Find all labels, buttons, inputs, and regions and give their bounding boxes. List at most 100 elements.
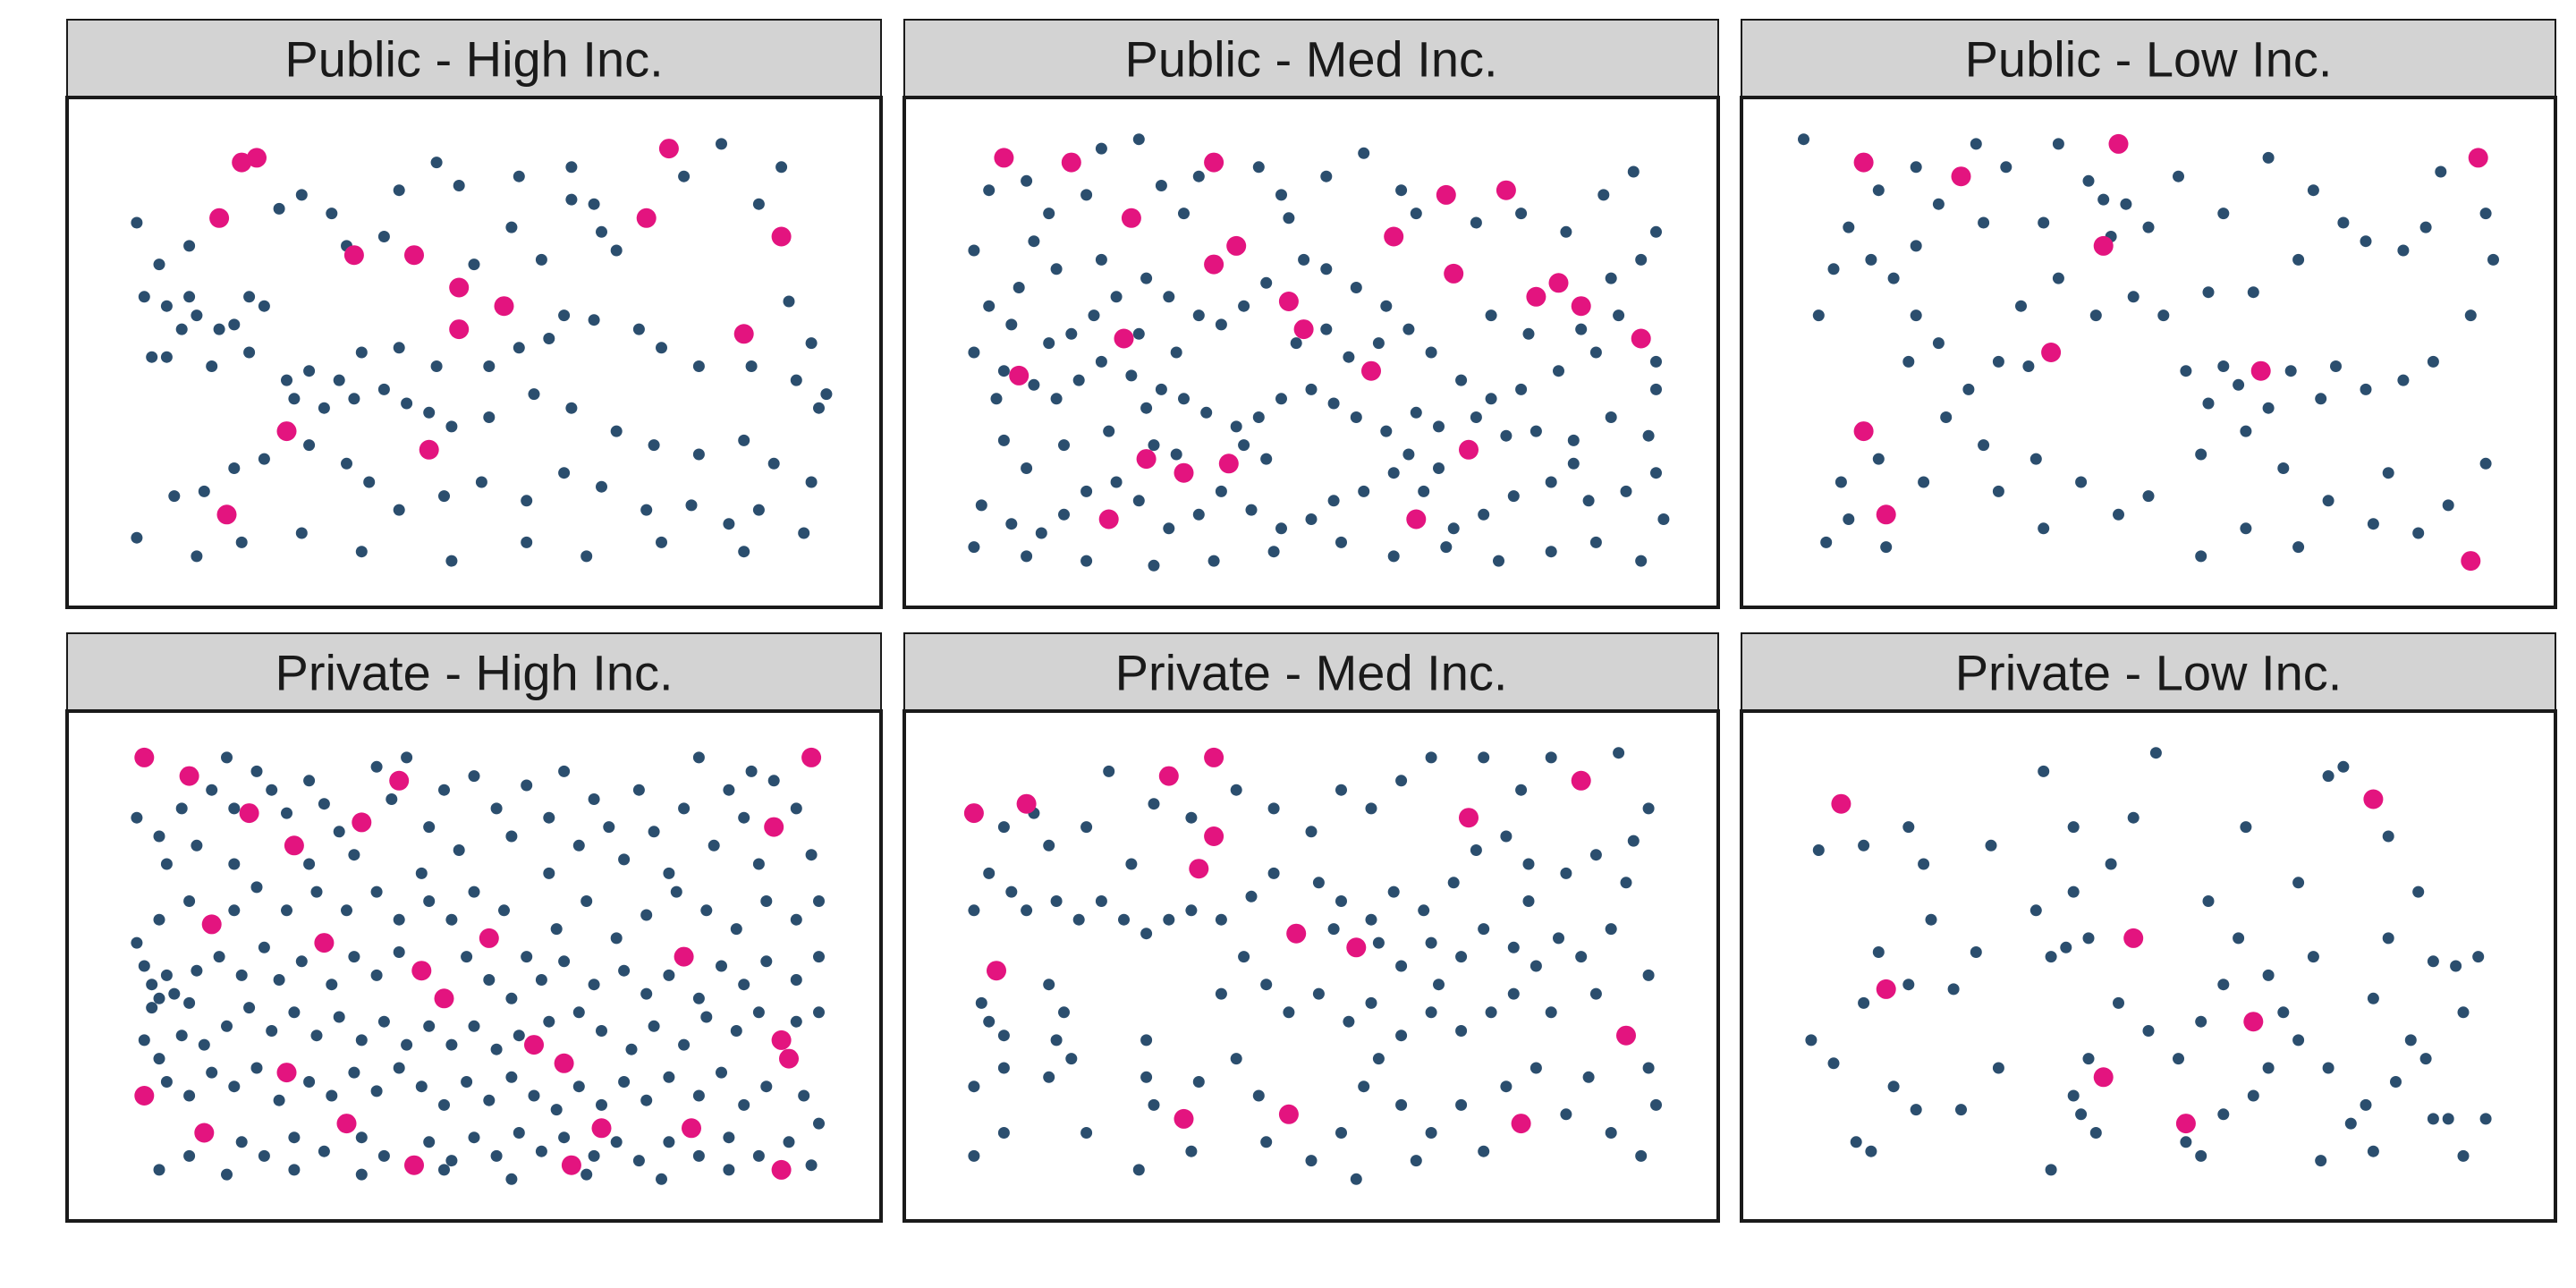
scatter-point <box>1918 476 1930 488</box>
highlighted-point <box>239 803 259 824</box>
scatter-point <box>1410 208 1422 220</box>
scatter-point <box>370 969 383 981</box>
scatter-point <box>1238 300 1250 312</box>
scatter-point <box>1597 189 1610 201</box>
scatter-point <box>1500 429 1513 442</box>
scatter-point <box>461 1076 473 1088</box>
scatter-point <box>228 462 241 474</box>
scatter-point <box>2404 1034 2417 1046</box>
scatter-point <box>1627 165 1640 178</box>
scatter-point <box>1021 904 1033 917</box>
scatter-point <box>1455 951 1468 963</box>
scatter-point <box>1283 1006 1295 1019</box>
scatter-point <box>2217 979 2230 991</box>
scatter-point <box>1215 913 1227 926</box>
scatter-point <box>2195 1149 2207 1162</box>
scatter-point <box>1058 439 1070 452</box>
scatter-point <box>1582 1071 1595 1083</box>
scatter-point <box>146 1002 158 1014</box>
scatter-point <box>1530 425 1542 437</box>
scatter-point <box>1522 327 1535 340</box>
scatter-point <box>730 1025 742 1037</box>
highlighted-point <box>232 152 252 173</box>
scatter-point <box>1088 309 1100 322</box>
scatter-point <box>490 1149 503 1162</box>
scatter-point <box>1163 913 1175 926</box>
scatter-point <box>738 811 750 824</box>
scatter-point <box>1635 555 1648 567</box>
scatter-point <box>453 844 465 856</box>
scatter-point <box>1372 1053 1385 1065</box>
scatter-point <box>968 1080 980 1093</box>
scatter-point <box>303 1076 316 1088</box>
highlighted-point <box>494 296 514 317</box>
scatter-point <box>438 784 450 796</box>
scatter-point <box>468 770 480 783</box>
scatter-point <box>983 1015 996 1028</box>
scatter-point <box>580 895 593 907</box>
scatter-point <box>1372 936 1385 949</box>
scatter-point <box>288 393 301 405</box>
scatter-point <box>1978 439 1990 452</box>
facet-strip <box>1741 632 2556 712</box>
scatter-point <box>377 1015 390 1028</box>
scatter-point <box>1305 826 1318 838</box>
scatter-point <box>2330 360 2342 372</box>
scatter-point <box>1305 383 1318 395</box>
scatter-point <box>1947 983 1960 996</box>
scatter-point <box>1433 420 1445 433</box>
scatter-point <box>968 346 980 359</box>
scatter-point <box>1185 904 1198 917</box>
scatter-point <box>1410 1155 1422 1167</box>
scatter-point <box>1095 253 1107 266</box>
scatter-point <box>1021 174 1033 187</box>
scatter-point <box>1418 485 1430 497</box>
scatter-point <box>505 830 518 843</box>
highlighted-point <box>1511 1114 1531 1134</box>
scatter-point <box>198 485 210 497</box>
scatter-point <box>738 1098 750 1111</box>
scatter-point <box>692 992 705 1004</box>
scatter-point <box>1470 411 1482 423</box>
scatter-point <box>790 974 802 986</box>
scatter-point <box>2479 457 2492 470</box>
scatter-point <box>1245 890 1258 902</box>
highlighted-point <box>1204 826 1224 846</box>
scatter-point <box>1902 979 1915 991</box>
highlighted-point <box>1278 1104 1299 1124</box>
scatter-point <box>1118 913 1130 926</box>
highlighted-point <box>524 1035 544 1055</box>
scatter-point <box>1380 425 1393 437</box>
scatter-point <box>1170 346 1182 359</box>
scatter-point <box>1553 365 1564 377</box>
highlighted-point <box>2250 360 2271 381</box>
scatter-point <box>1035 527 1047 539</box>
scatter-point <box>1902 821 1915 834</box>
scatter-point <box>288 1131 301 1144</box>
scatter-point <box>453 180 465 191</box>
scatter-point <box>1425 751 1437 764</box>
scatter-point <box>565 193 578 206</box>
facet-panel-public-high-inc: Public - High Inc. <box>65 19 883 609</box>
scatter-point <box>1478 923 1490 936</box>
scatter-point <box>2360 1098 2372 1111</box>
scatter-point <box>1605 1127 1617 1139</box>
scatter-point <box>1522 858 1535 870</box>
scatter-point <box>968 541 980 554</box>
scatter-point <box>752 1149 765 1162</box>
scatter-point <box>1992 355 2004 368</box>
scatter-point <box>160 351 173 363</box>
scatter-point <box>543 1015 555 1028</box>
scatter-point <box>1440 541 1453 554</box>
highlighted-point <box>2243 1012 2264 1032</box>
scatter-point <box>588 198 600 210</box>
scatter-point <box>1305 513 1318 525</box>
scatter-point <box>565 161 578 174</box>
highlighted-point <box>2108 133 2129 154</box>
scatter-point <box>1872 184 1885 197</box>
scatter-point <box>168 987 181 1000</box>
scatter-point <box>2045 1164 2057 1176</box>
scatter-point <box>1843 513 1855 525</box>
facet-panel-private-high-inc: Private - High Inc. <box>65 632 883 1223</box>
